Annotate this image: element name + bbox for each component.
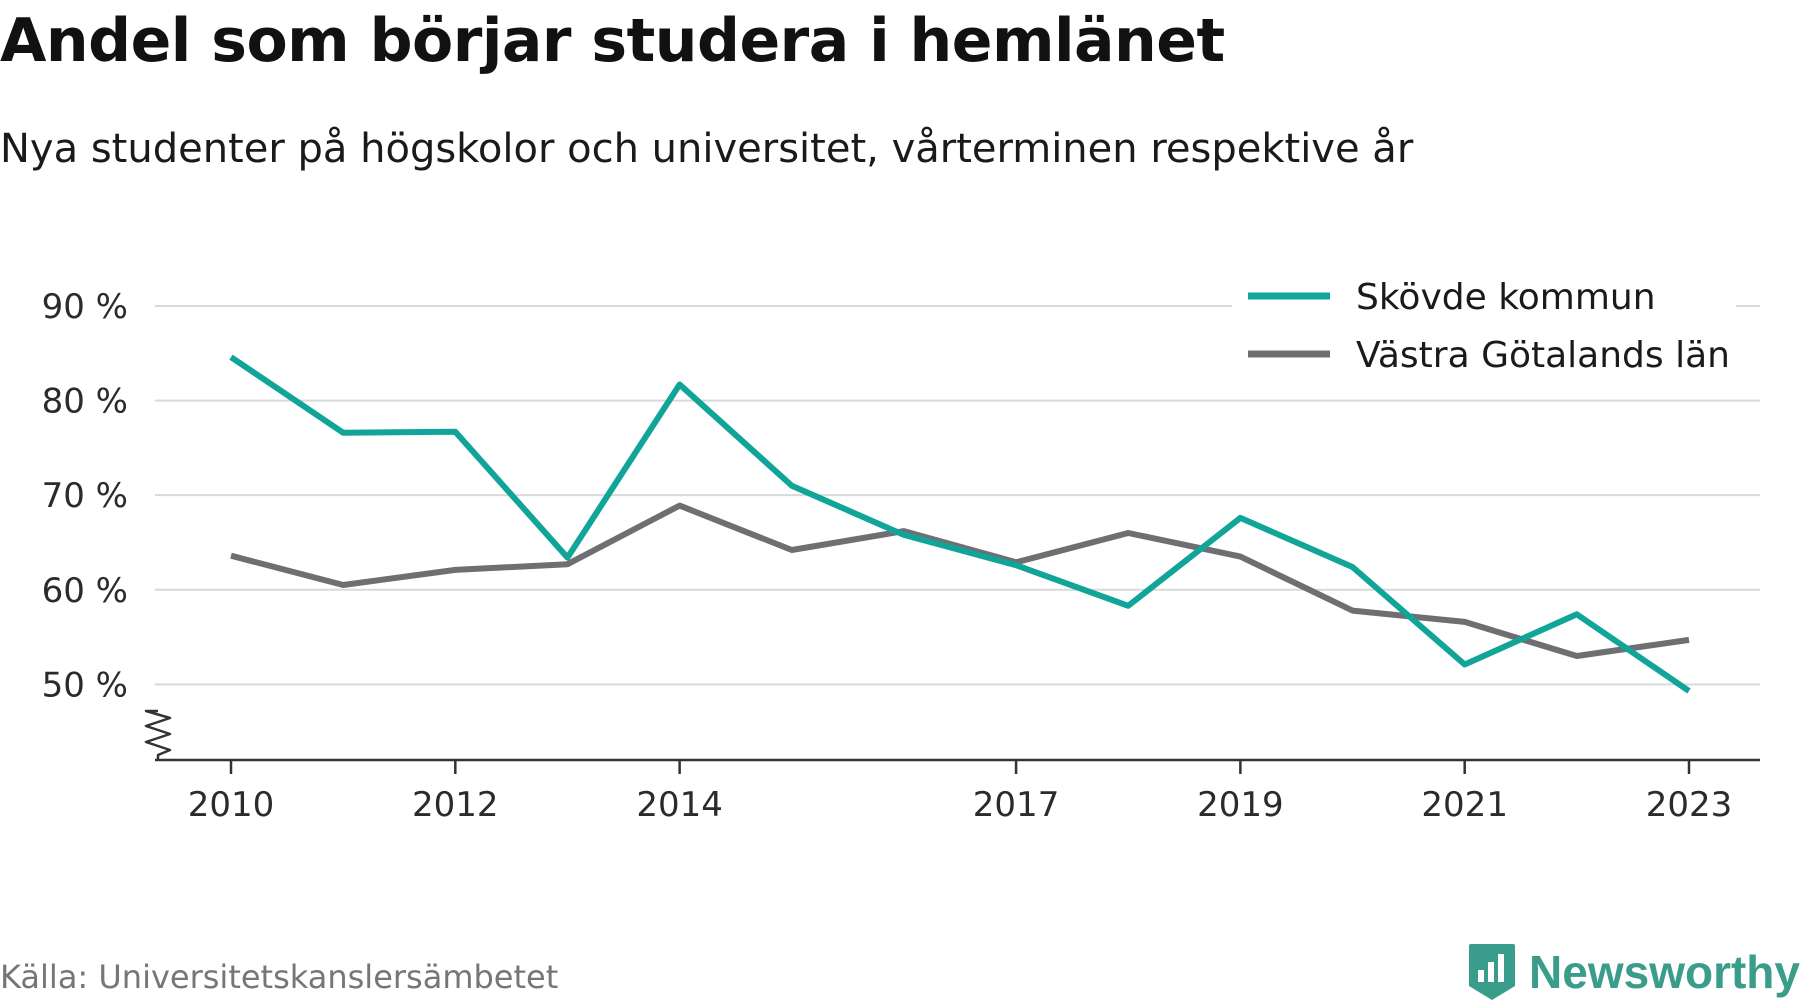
y-tick-label: 80 % bbox=[42, 382, 128, 422]
y-tick-label: 60 % bbox=[42, 571, 128, 611]
y-tick-label: 70 % bbox=[42, 476, 128, 516]
chart-title: Andel som börjar studera i hemlänet bbox=[0, 6, 1225, 76]
chart-subtitle: Nya studenter på högskolor och universit… bbox=[0, 126, 1414, 172]
x-tick-label: 2010 bbox=[188, 785, 275, 825]
brand-name: Newsworthy bbox=[1529, 946, 1800, 998]
series-line-vastra-gotaland bbox=[230, 502, 1690, 659]
y-tick-label: 90 % bbox=[42, 287, 128, 327]
legend-background bbox=[1232, 268, 1736, 394]
legend-label: Västra Götalands län bbox=[1356, 335, 1730, 376]
x-tick-label: 2021 bbox=[1421, 785, 1508, 825]
axis-break-icon bbox=[144, 709, 172, 760]
y-tick-label: 50 % bbox=[42, 665, 128, 705]
x-tick-label: 2012 bbox=[412, 785, 499, 825]
x-tick-label: 2019 bbox=[1197, 785, 1284, 825]
brand-logo: Newsworthy bbox=[1467, 938, 1800, 1006]
series-lines bbox=[229, 354, 1691, 694]
series-line-skovde bbox=[229, 354, 1691, 694]
y-axis-ticks: 50 % 60 % 70 % 80 % 90 % bbox=[42, 287, 128, 705]
x-axis: 2010 2012 2014 2017 2019 2021 2023 bbox=[144, 709, 1760, 825]
x-tick-label: 2014 bbox=[636, 785, 723, 825]
newsworthy-logo-icon bbox=[1469, 944, 1516, 1000]
x-tick-label: 2017 bbox=[973, 785, 1060, 825]
legend: Skövde kommun Västra Götalands län bbox=[1232, 268, 1736, 394]
x-tick-label: 2023 bbox=[1646, 785, 1733, 825]
legend-label: Skövde kommun bbox=[1356, 277, 1656, 318]
source-note: Källa: Universitetskanslersämbetet bbox=[0, 958, 559, 996]
